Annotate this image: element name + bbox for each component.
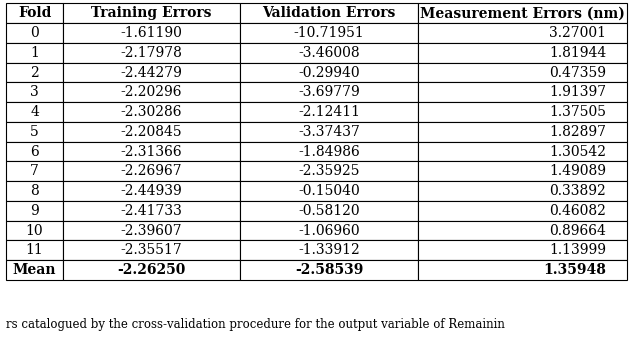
Text: rs catalogued by the cross-validation procedure for the output variable of Remai: rs catalogued by the cross-validation pr… (6, 318, 505, 331)
